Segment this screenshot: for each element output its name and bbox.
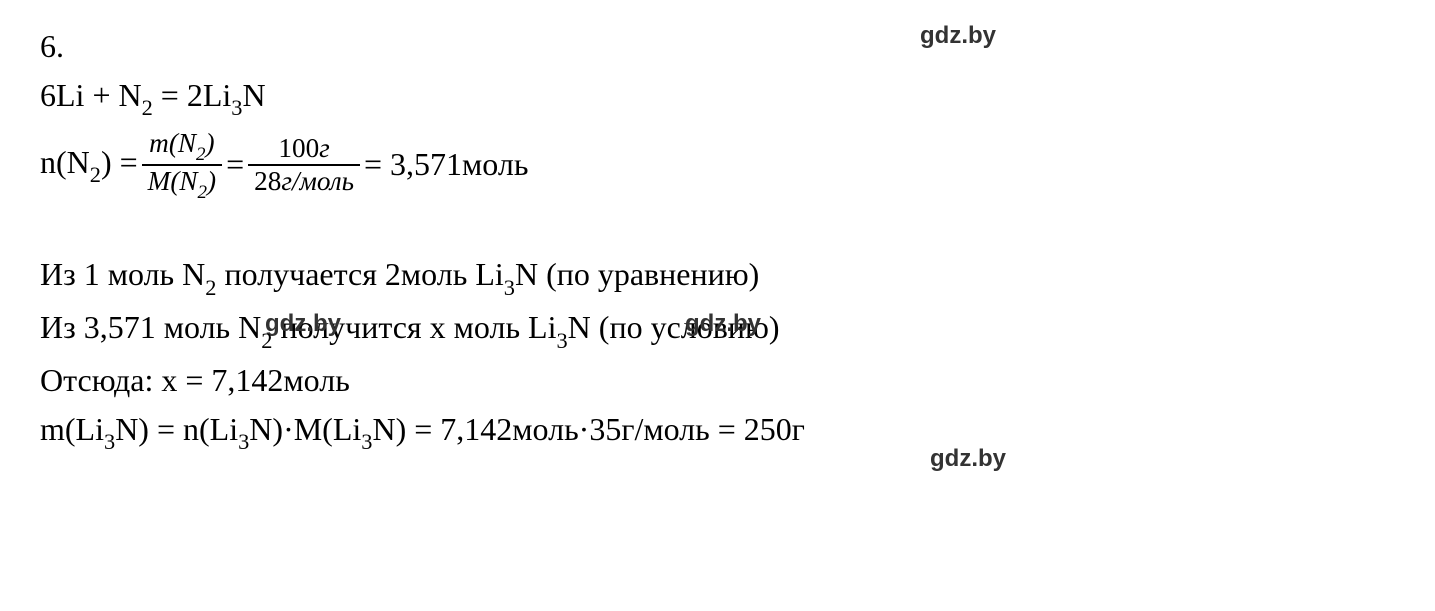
moles-calculation: n(N2) = m(N2) M(N2) = 100г 28г/моль = 3,… — [40, 128, 1395, 203]
eq-sign-1: = — [226, 146, 244, 183]
fraction-symbolic: m(N2) M(N2) — [142, 128, 222, 203]
ratio-line-1: Из 1 моль N2 получается 2моль Li3N (по у… — [40, 252, 1395, 301]
mass-calculation: m(Li3N) = n(Li3N)·M(Li3N) = 7,142моль·35… — [40, 407, 1395, 456]
watermark-1: gdz.by — [920, 22, 996, 50]
moles-lhs: n(N2) = — [40, 144, 138, 186]
frac1-numerator: m(N2) — [142, 128, 222, 166]
fraction-numeric: 100г 28г/моль — [248, 133, 360, 197]
problem-number: 6. — [40, 24, 1395, 69]
frac1-denominator: M(N2) — [142, 166, 222, 202]
chemical-equation: 6Li + N2 = 2Li3N — [40, 73, 1395, 122]
frac2-denominator: 28г/моль — [248, 166, 360, 197]
watermark-4: gdz.by — [930, 445, 1006, 473]
frac2-numerator: 100г — [248, 133, 360, 166]
watermark-3: gdz.by — [685, 310, 761, 338]
moles-result: = 3,571моль — [364, 146, 528, 183]
watermark-2: gdz.by — [265, 310, 341, 338]
solve-x: Отсюда: x = 7,142моль — [40, 358, 1395, 403]
